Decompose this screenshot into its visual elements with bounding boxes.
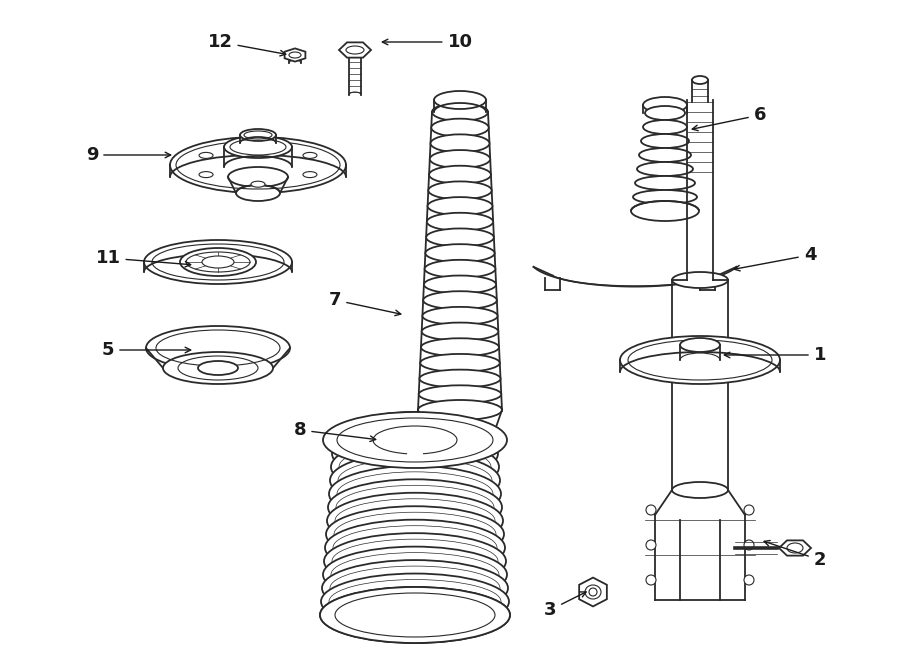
Ellipse shape xyxy=(643,97,687,113)
Polygon shape xyxy=(579,578,607,606)
Ellipse shape xyxy=(620,336,780,384)
Ellipse shape xyxy=(432,103,488,121)
Ellipse shape xyxy=(645,106,685,120)
Ellipse shape xyxy=(431,119,489,137)
Ellipse shape xyxy=(303,153,317,159)
Ellipse shape xyxy=(326,506,504,563)
Ellipse shape xyxy=(635,176,695,190)
Ellipse shape xyxy=(329,466,501,522)
Ellipse shape xyxy=(251,143,265,149)
Ellipse shape xyxy=(744,505,754,515)
Text: 6: 6 xyxy=(692,106,766,131)
Ellipse shape xyxy=(236,185,280,201)
Ellipse shape xyxy=(228,167,288,187)
Ellipse shape xyxy=(418,385,501,403)
Ellipse shape xyxy=(637,162,693,176)
Text: 5: 5 xyxy=(102,341,191,359)
Text: 1: 1 xyxy=(724,346,826,364)
Bar xyxy=(452,432,468,442)
Ellipse shape xyxy=(646,575,656,585)
Ellipse shape xyxy=(423,292,497,309)
Ellipse shape xyxy=(643,120,687,134)
Ellipse shape xyxy=(331,439,499,495)
Ellipse shape xyxy=(320,587,510,643)
Ellipse shape xyxy=(323,412,507,468)
Ellipse shape xyxy=(585,585,601,599)
Polygon shape xyxy=(339,42,371,58)
Ellipse shape xyxy=(434,91,486,109)
Ellipse shape xyxy=(146,326,290,370)
Ellipse shape xyxy=(224,136,292,158)
Ellipse shape xyxy=(327,492,503,549)
Text: 11: 11 xyxy=(95,249,191,267)
Ellipse shape xyxy=(426,229,494,247)
Ellipse shape xyxy=(323,547,507,603)
Ellipse shape xyxy=(421,338,500,356)
Text: 2: 2 xyxy=(764,541,826,569)
Text: 12: 12 xyxy=(208,33,285,56)
Ellipse shape xyxy=(333,412,497,468)
Polygon shape xyxy=(779,541,811,556)
Polygon shape xyxy=(284,48,305,61)
Ellipse shape xyxy=(418,401,502,419)
Ellipse shape xyxy=(420,354,500,372)
Ellipse shape xyxy=(325,520,505,576)
Ellipse shape xyxy=(672,482,728,498)
Text: 7: 7 xyxy=(328,291,400,316)
Ellipse shape xyxy=(289,52,301,58)
Ellipse shape xyxy=(422,307,498,325)
Bar xyxy=(474,432,490,442)
Ellipse shape xyxy=(170,137,346,193)
Ellipse shape xyxy=(430,150,491,168)
Ellipse shape xyxy=(199,172,213,178)
Ellipse shape xyxy=(332,426,498,481)
Text: 4: 4 xyxy=(734,246,816,271)
Ellipse shape xyxy=(425,260,495,278)
Ellipse shape xyxy=(322,560,508,616)
Bar xyxy=(430,432,446,442)
Ellipse shape xyxy=(641,134,689,148)
Ellipse shape xyxy=(646,540,656,550)
Ellipse shape xyxy=(744,575,754,585)
Ellipse shape xyxy=(419,369,500,387)
Ellipse shape xyxy=(422,323,499,340)
Ellipse shape xyxy=(198,361,238,375)
Ellipse shape xyxy=(428,181,491,200)
Ellipse shape xyxy=(680,338,720,352)
Ellipse shape xyxy=(328,479,502,535)
Ellipse shape xyxy=(692,76,708,84)
Text: 10: 10 xyxy=(382,33,472,51)
Ellipse shape xyxy=(163,352,273,384)
Ellipse shape xyxy=(199,153,213,159)
Bar xyxy=(672,280,728,490)
Ellipse shape xyxy=(144,240,292,284)
Ellipse shape xyxy=(424,276,496,293)
Ellipse shape xyxy=(180,248,256,276)
Ellipse shape xyxy=(430,134,490,153)
Text: 3: 3 xyxy=(544,592,586,619)
Ellipse shape xyxy=(646,505,656,515)
Ellipse shape xyxy=(330,452,500,508)
Ellipse shape xyxy=(672,272,728,288)
Ellipse shape xyxy=(426,244,495,262)
Ellipse shape xyxy=(633,190,697,204)
Ellipse shape xyxy=(202,256,234,268)
Ellipse shape xyxy=(303,172,317,178)
Ellipse shape xyxy=(428,197,492,215)
Ellipse shape xyxy=(427,213,493,231)
Ellipse shape xyxy=(639,148,691,162)
Ellipse shape xyxy=(418,400,502,420)
Ellipse shape xyxy=(429,166,490,184)
Ellipse shape xyxy=(321,574,509,629)
Ellipse shape xyxy=(251,181,265,187)
Ellipse shape xyxy=(324,533,506,589)
Ellipse shape xyxy=(320,587,510,643)
Text: 9: 9 xyxy=(86,146,171,164)
Ellipse shape xyxy=(589,588,597,596)
Ellipse shape xyxy=(240,129,276,141)
Ellipse shape xyxy=(744,540,754,550)
Ellipse shape xyxy=(425,419,495,441)
Text: 8: 8 xyxy=(293,421,375,442)
Ellipse shape xyxy=(631,201,699,221)
